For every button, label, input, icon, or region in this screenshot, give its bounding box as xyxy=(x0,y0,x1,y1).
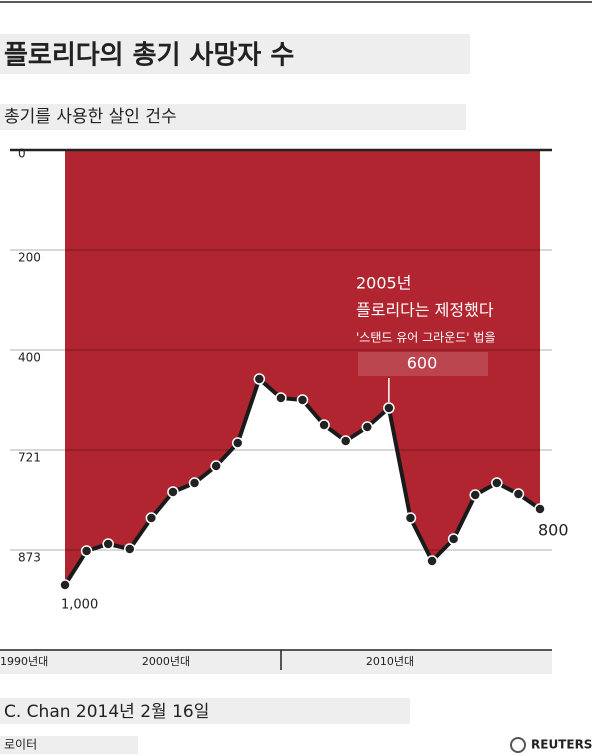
point xyxy=(80,545,93,557)
y-tick-label: 721 xyxy=(18,451,41,465)
subtitle-bg xyxy=(0,104,466,130)
point xyxy=(534,503,546,515)
point xyxy=(124,543,136,555)
chart-title: 플로리다의 총기 사망자 수 xyxy=(4,41,294,71)
annotation-text: 2005년 xyxy=(356,274,411,293)
y-tick-label: 873 xyxy=(18,551,41,565)
point xyxy=(145,512,158,524)
point xyxy=(188,477,201,489)
chart-subtitle: 총기를 사용한 살인 건수 xyxy=(4,107,177,127)
y-tick-label: 400 xyxy=(18,351,41,365)
x-tick-label: 2010년대 xyxy=(366,655,414,668)
annotation-text: 플로리다는 제정했다 xyxy=(356,301,494,320)
x-tick-label: 1990년대 xyxy=(0,655,48,668)
point xyxy=(318,419,330,431)
point xyxy=(404,512,417,524)
point xyxy=(210,460,222,472)
x-axis-band xyxy=(0,650,552,674)
annotation-value: 600 xyxy=(407,354,438,373)
point xyxy=(491,477,503,489)
annotation-value: 1,000 xyxy=(61,598,98,613)
x-tick-label: 2000년대 xyxy=(142,655,190,668)
point xyxy=(296,394,309,406)
plot: 0 200 400 721 873 1990년대 2000년대 2010년대 1,000 800 2… xyxy=(0,147,569,674)
annotation-text: '스탠드 유어 그라운드' 법을 xyxy=(356,331,495,345)
point xyxy=(512,488,525,500)
point xyxy=(426,555,438,567)
point xyxy=(102,538,114,550)
source-bg xyxy=(0,736,138,754)
title-bg xyxy=(0,34,470,74)
brand: REUTERS xyxy=(531,738,592,752)
area xyxy=(65,150,540,585)
credit-bg xyxy=(0,698,410,724)
brand-logo xyxy=(510,737,526,753)
point xyxy=(231,437,244,449)
point xyxy=(59,579,71,591)
y-tick-label: 200 xyxy=(18,251,41,265)
point xyxy=(469,489,481,501)
point xyxy=(253,373,266,385)
point xyxy=(275,392,287,404)
source: 로이터 xyxy=(4,738,37,752)
point xyxy=(339,435,352,447)
credit: C. Chan 2014년 2월 16일 xyxy=(4,702,209,722)
y-tick-label: 0 xyxy=(18,147,26,161)
annotation-value: 800 xyxy=(538,521,569,540)
point xyxy=(167,486,179,498)
annotation-bg xyxy=(358,352,488,376)
point xyxy=(383,402,395,414)
point xyxy=(447,533,460,545)
point xyxy=(361,421,374,433)
